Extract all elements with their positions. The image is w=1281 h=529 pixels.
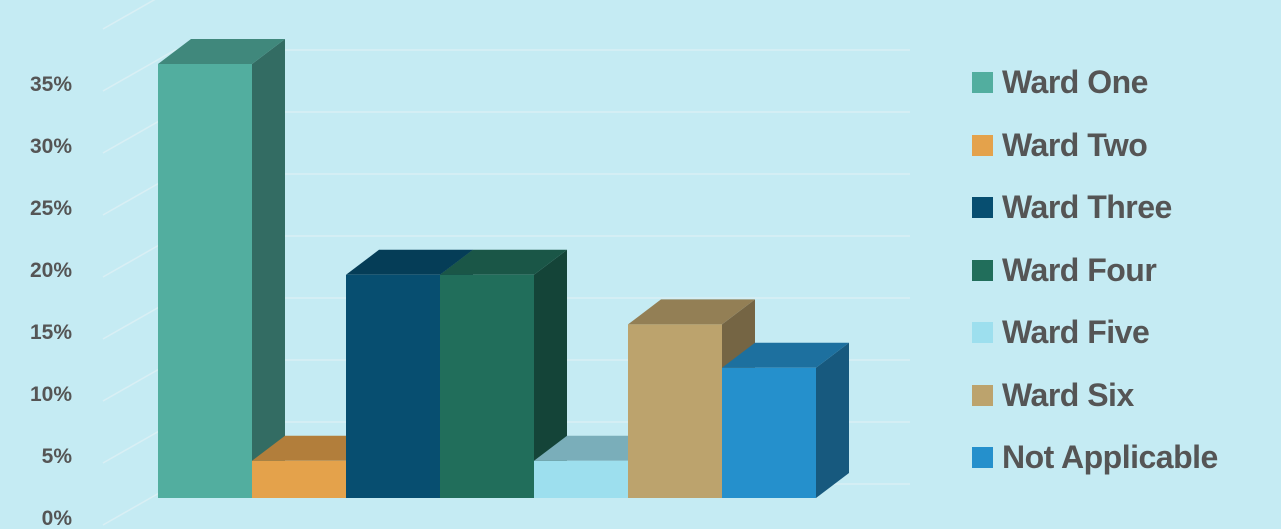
bar-top [722, 342, 849, 368]
bar-top [628, 299, 755, 325]
y-tick-label: 0% [42, 507, 73, 529]
bar-front [722, 367, 816, 498]
bar-side [252, 39, 285, 498]
gridline [102, 49, 910, 92]
legend-item: Not Applicable [972, 433, 1218, 482]
bar-top [440, 249, 567, 275]
bar-front [440, 274, 534, 498]
y-tick-label: 35% [30, 73, 72, 96]
legend-swatch [972, 259, 993, 281]
bar [440, 249, 567, 498]
legend-swatch [972, 72, 993, 93]
legend: Ward One Ward Two Ward Three Ward Four Ward … [972, 58, 1218, 482]
bar [722, 342, 849, 498]
legend-item: Ward Two [972, 121, 1218, 170]
legend-swatch [972, 322, 993, 343]
legend-label: Ward Five [1002, 314, 1150, 350]
bars [158, 39, 849, 498]
legend-item: Ward Six [972, 371, 1218, 420]
y-tick-label: 20% [30, 259, 72, 282]
y-tick-label: 10% [30, 383, 72, 406]
legend-swatch [972, 197, 993, 218]
bar-front [252, 460, 346, 498]
legend-label: Not Applicable [1002, 439, 1218, 475]
legend-swatch [972, 384, 993, 406]
y-tick-label: 25% [30, 197, 72, 220]
legend-swatch [972, 447, 993, 468]
legend-item: Ward Five [972, 308, 1218, 357]
legend-label: Ward One [1002, 64, 1148, 100]
y-tick-label: 30% [30, 135, 72, 158]
bar [158, 39, 285, 498]
legend-item: Ward Four [972, 246, 1218, 295]
legend-label: Ward Two [1002, 126, 1148, 163]
legend-swatch [972, 134, 993, 156]
bar-side [534, 249, 567, 498]
bar-front [534, 460, 628, 498]
y-tick-label: 15% [30, 321, 72, 344]
bar-front [628, 324, 722, 498]
legend-item: Ward Three [972, 183, 1218, 232]
bar-top [158, 39, 285, 64]
bar-side [816, 342, 849, 498]
bar-top [346, 249, 473, 275]
bar-front [346, 274, 440, 498]
y-tick-label: 5% [42, 445, 73, 468]
bar-front [158, 64, 252, 498]
legend-label: Ward Three [1002, 189, 1172, 225]
y-axis-ticks: 0% 5% 10% 15% 20% 25% 30% 35% [30, 73, 72, 529]
legend-label: Ward Four [1002, 251, 1157, 288]
gridline [102, 0, 156, 30]
legend-label: Ward Six [1002, 376, 1134, 413]
legend-item: Ward One [972, 58, 1218, 107]
